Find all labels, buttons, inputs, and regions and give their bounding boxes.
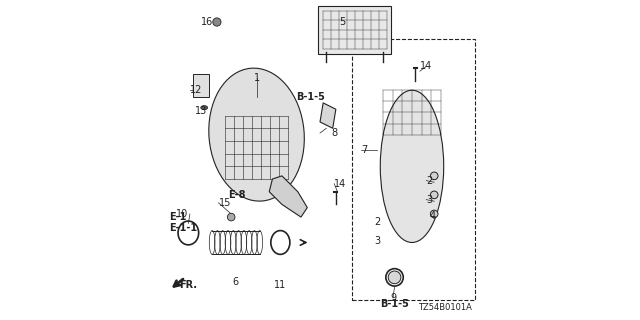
Circle shape (430, 210, 438, 218)
Text: 2: 2 (426, 176, 433, 186)
Text: 7: 7 (361, 146, 367, 156)
Ellipse shape (201, 106, 208, 110)
Ellipse shape (209, 68, 304, 201)
Text: 6: 6 (233, 277, 239, 287)
Circle shape (430, 172, 438, 180)
Text: 1: 1 (253, 73, 260, 83)
Ellipse shape (380, 90, 444, 243)
Text: 4: 4 (429, 211, 436, 220)
Polygon shape (269, 176, 307, 217)
Ellipse shape (388, 271, 401, 284)
Circle shape (212, 18, 221, 26)
Text: E-1-1: E-1-1 (170, 223, 198, 233)
Text: B-1-5: B-1-5 (296, 92, 325, 101)
Polygon shape (320, 103, 336, 128)
Bar (193, 74, 209, 97)
Circle shape (430, 191, 438, 199)
Text: 11: 11 (274, 280, 287, 290)
Text: 3: 3 (374, 236, 380, 246)
Text: 16: 16 (201, 17, 213, 27)
Text: 2: 2 (374, 217, 380, 227)
Text: 13: 13 (195, 106, 207, 116)
Text: TZ54B0101A: TZ54B0101A (419, 303, 472, 312)
Text: 14: 14 (420, 61, 432, 71)
Text: 9: 9 (390, 293, 396, 303)
Text: 14: 14 (334, 179, 346, 189)
Bar (352, 39, 476, 300)
Text: FR.: FR. (179, 280, 197, 290)
Text: 3: 3 (426, 195, 433, 205)
Circle shape (227, 213, 235, 221)
Text: 10: 10 (175, 209, 188, 219)
Text: 5: 5 (339, 17, 346, 27)
FancyBboxPatch shape (319, 6, 392, 54)
Text: B-1-5: B-1-5 (380, 299, 409, 309)
Text: E-8: E-8 (228, 190, 246, 200)
Text: E-1: E-1 (170, 212, 187, 222)
Text: 15: 15 (218, 198, 231, 208)
Text: 8: 8 (331, 128, 337, 138)
Text: 12: 12 (190, 85, 202, 95)
